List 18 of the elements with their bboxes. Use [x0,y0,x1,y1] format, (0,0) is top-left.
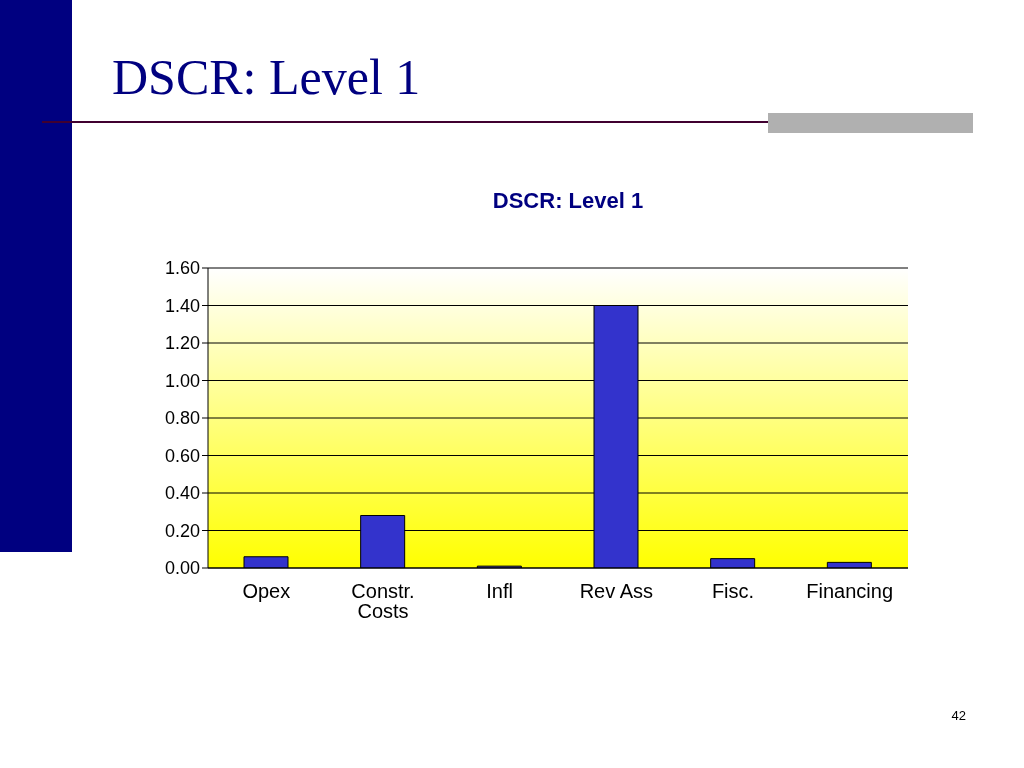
y-tick-label: 1.20 [164,333,200,354]
y-tick-label: 1.60 [164,258,200,279]
x-tick-label: Rev Ass [579,580,654,603]
y-tick-label: 1.00 [164,370,200,391]
x-tick-label: Constr. Costs [351,580,415,623]
y-tick-label: 0.20 [164,520,200,541]
y-tick-label: 0.00 [164,558,200,579]
y-tick-label: 0.60 [164,445,200,466]
y-tick-label: 1.40 [164,295,200,316]
y-tick-label: 0.80 [164,408,200,429]
x-tick-label: Opex [242,580,291,603]
x-tick-label: Infl [486,580,514,603]
text: 42 [951,708,966,723]
x-tick-label: Financing [806,580,894,603]
chart-subtitle: DSCR: Level 1 [491,188,645,214]
chart-title: DSCR: Level 1 [112,48,421,106]
y-tick-label: 0.40 [164,483,200,504]
x-tick-label: Fisc. [711,580,755,603]
